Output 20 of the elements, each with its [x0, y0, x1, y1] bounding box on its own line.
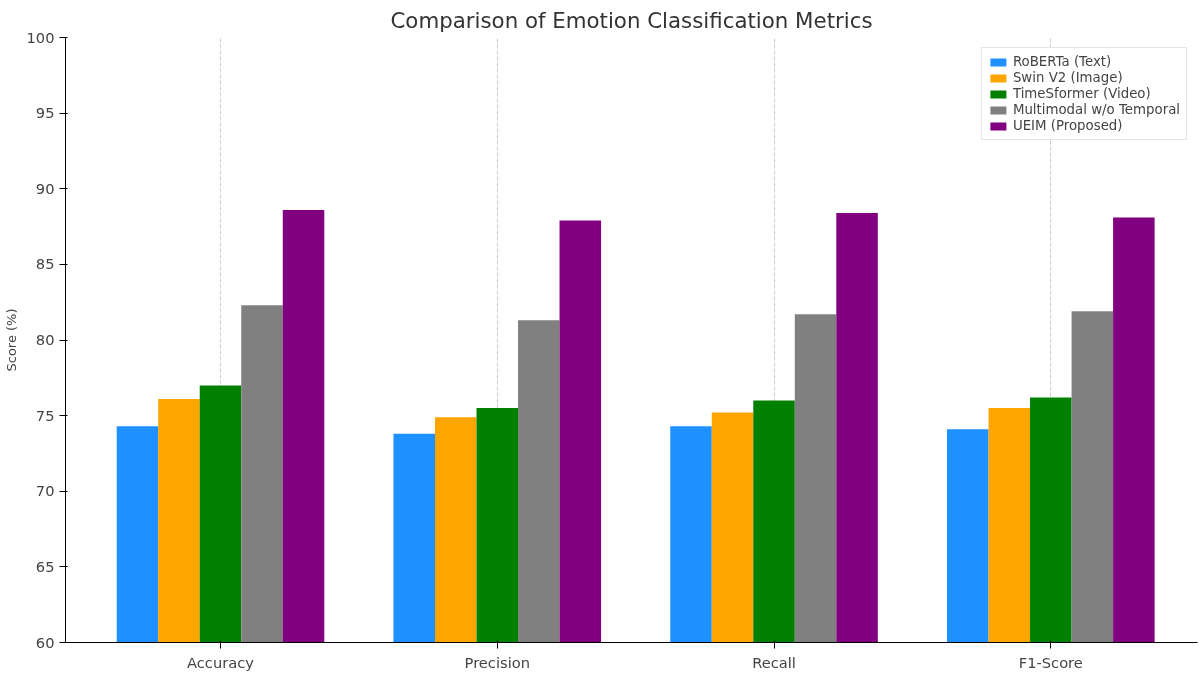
y-tick-label: 85: [35, 255, 55, 273]
chart-title: Comparison of Emotion Classification Metrics: [390, 7, 873, 33]
y-tick-label: 70: [35, 482, 55, 500]
x-tick-label: Accuracy: [187, 653, 255, 671]
x-tick-label: Recall: [752, 653, 796, 671]
y-tick-label: 75: [35, 406, 55, 424]
y-tick-label: 60: [35, 633, 55, 651]
legend-label: TimeSformer (Video): [1012, 86, 1151, 101]
legend-label: UEIM (Proposed): [1012, 118, 1123, 133]
legend-label: Swin V2 (Image): [1012, 70, 1123, 85]
legend-label: RoBERTa (Text): [1012, 54, 1112, 69]
x-tick-label: Precision: [464, 653, 530, 671]
x-tick-label: F1-Score: [1018, 653, 1083, 671]
y-tick-label: 80: [35, 331, 55, 348]
y-axis-title: Score (%): [3, 308, 19, 372]
y-tick-label: 90: [35, 179, 55, 197]
y-tick-label: 100: [26, 28, 55, 46]
y-tick-label: 95: [35, 104, 55, 122]
y-tick-label: 65: [35, 557, 55, 575]
legend-label: Multimodal w/o Temporal: [1012, 102, 1180, 117]
